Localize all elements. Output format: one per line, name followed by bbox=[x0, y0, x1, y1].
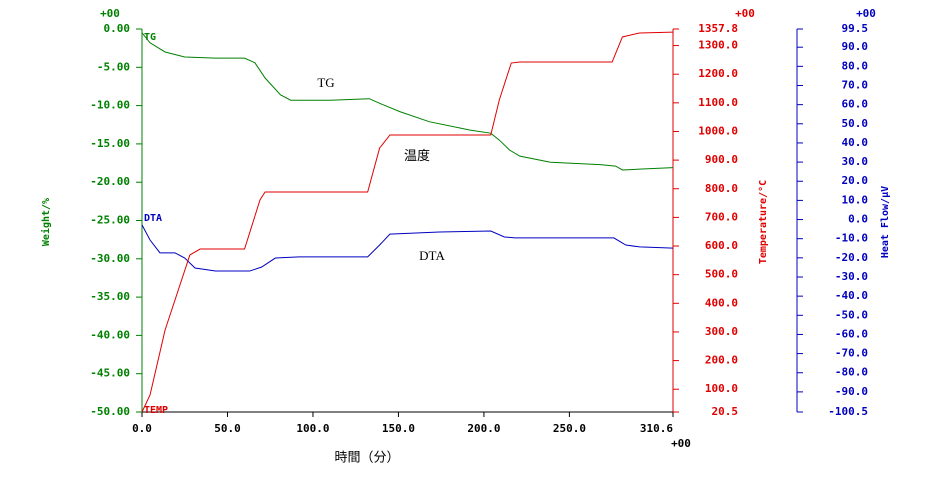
y3-tick-label: -20.0 bbox=[835, 251, 868, 264]
y3-tick-label: 80.0 bbox=[842, 59, 869, 72]
y2-tick-label: 100.0 bbox=[705, 382, 738, 395]
y2-tick-label: 1000.0 bbox=[698, 124, 738, 137]
y2-exponent: +00 bbox=[735, 7, 755, 20]
annotation: DTA bbox=[419, 248, 445, 263]
y-axis-label: Weight/% bbox=[40, 198, 52, 246]
y3-tick-label: -10.0 bbox=[835, 232, 868, 245]
y3-tick-label: 90.0 bbox=[842, 40, 869, 53]
y-tick-label: -15.00 bbox=[90, 137, 130, 150]
y-tick-label: -45.00 bbox=[90, 367, 130, 380]
y2-tick-label: 1357.8 bbox=[698, 22, 738, 35]
y3-tick-label: 10.0 bbox=[842, 193, 869, 206]
y-tick-label: -20.00 bbox=[90, 175, 130, 188]
y2-tick-label: 1100.0 bbox=[698, 96, 738, 109]
y2-tick-label: 20.5 bbox=[712, 405, 739, 418]
y2-tick-label: 900.0 bbox=[705, 153, 738, 166]
x-tick-label: 100.0 bbox=[296, 422, 329, 435]
y3-exponent: +00 bbox=[856, 7, 876, 20]
x-exponent: +00 bbox=[671, 437, 691, 450]
y2-tick-label: 200.0 bbox=[705, 354, 738, 367]
x-tick-label: 0.0 bbox=[132, 422, 152, 435]
x-axis-label: 時間（分） bbox=[334, 451, 399, 466]
y3-tick-label: -90.0 bbox=[835, 385, 868, 398]
y3-tick-label: -40.0 bbox=[835, 289, 868, 302]
y3-tick-label: -50.0 bbox=[835, 308, 868, 321]
y-tick-label: -5.00 bbox=[97, 60, 130, 73]
y3-tick-label: -60.0 bbox=[835, 327, 868, 340]
y2-axis-label: Temperature/°C bbox=[758, 180, 769, 264]
y3-tick-label: -80.0 bbox=[835, 366, 868, 379]
y3-tick-label: 50.0 bbox=[842, 117, 869, 130]
y2-tick-label: 300.0 bbox=[705, 325, 738, 338]
annotation: TG bbox=[317, 75, 334, 90]
series-line bbox=[141, 31, 674, 413]
y3-tick-label: 70.0 bbox=[842, 78, 869, 91]
y2-tick-label: 400.0 bbox=[705, 296, 738, 309]
y3-axis-label: Heat Flow/μV bbox=[880, 186, 891, 258]
y-tick-label: -25.00 bbox=[90, 214, 130, 227]
y3-tick-label: 30.0 bbox=[842, 155, 869, 168]
x-tick-label: 310.6 bbox=[640, 422, 673, 435]
y2-tick-label: 600.0 bbox=[705, 239, 738, 252]
annotation: 温度 bbox=[404, 148, 430, 163]
x-tick-label: 200.0 bbox=[467, 422, 500, 435]
y2-tick-label: 1300.0 bbox=[698, 39, 738, 52]
series-label: DTA bbox=[144, 213, 162, 224]
y2-tick-label: 700.0 bbox=[705, 210, 738, 223]
y-tick-label: 0.00 bbox=[104, 22, 131, 35]
y3-tick-label: -30.0 bbox=[835, 270, 868, 283]
y3-tick-label: -70.0 bbox=[835, 347, 868, 360]
y2-tick-label: 1200.0 bbox=[698, 67, 738, 80]
series-line bbox=[141, 224, 674, 272]
y2-tick-label: 500.0 bbox=[705, 268, 738, 281]
y-tick-label: -10.00 bbox=[90, 99, 130, 112]
y-tick-label: -30.00 bbox=[90, 252, 130, 265]
y3-tick-label: 0.0 bbox=[848, 213, 868, 226]
y3-tick-label: 99.5 bbox=[842, 22, 869, 35]
y3-tick-label: 20.0 bbox=[842, 174, 869, 187]
x-tick-label: 150.0 bbox=[382, 422, 415, 435]
series-line bbox=[141, 32, 674, 171]
y-exponent: +00 bbox=[100, 7, 120, 20]
x-tick-label: 50.0 bbox=[214, 422, 241, 435]
series-label: TG bbox=[144, 32, 156, 43]
y-tick-label: -50.00 bbox=[90, 405, 130, 418]
y3-tick-label: -100.5 bbox=[828, 405, 868, 418]
y3-tick-label: 40.0 bbox=[842, 136, 869, 149]
x-tick-label: 250.0 bbox=[553, 422, 586, 435]
y3-tick-label: 60.0 bbox=[842, 98, 869, 111]
series-label: TEMP bbox=[144, 405, 168, 416]
y2-tick-label: 800.0 bbox=[705, 182, 738, 195]
y-tick-label: -35.00 bbox=[90, 290, 130, 303]
y-tick-label: -40.00 bbox=[90, 328, 130, 341]
